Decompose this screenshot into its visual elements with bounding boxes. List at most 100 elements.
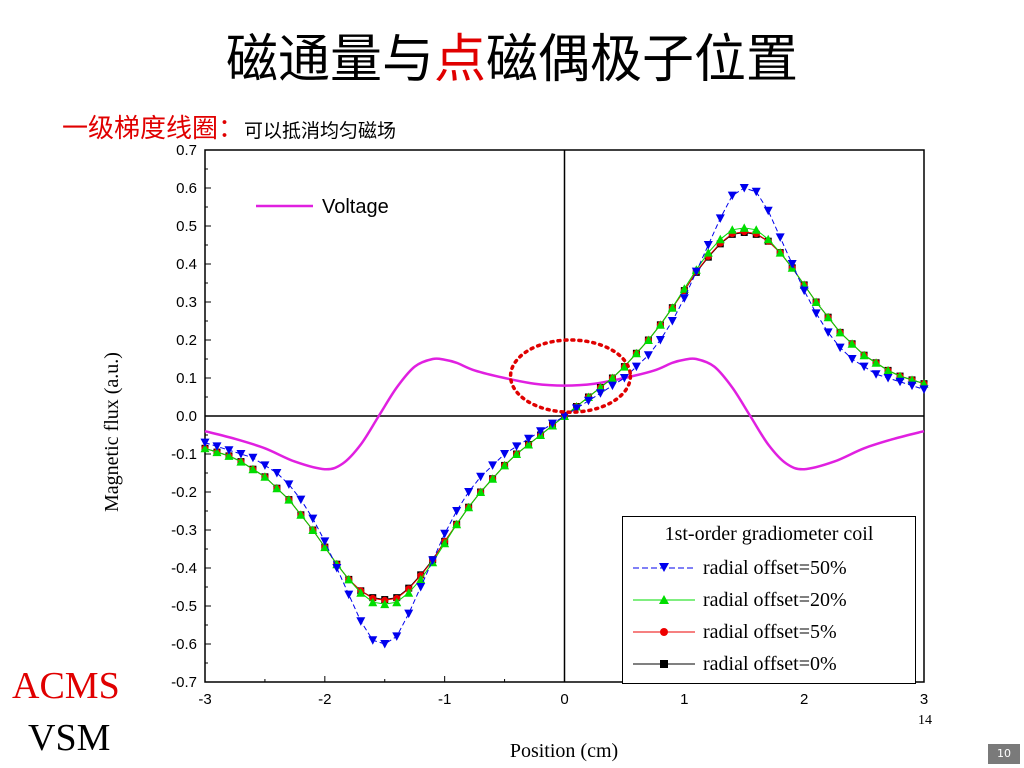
data-point-offset-50 [380,640,390,649]
data-point-offset-50 [823,328,833,337]
y-tick-label: -0.4 [171,560,197,577]
y-tick-label: 0.4 [176,256,197,273]
data-point-offset-50 [248,453,258,463]
data-point-offset-50 [440,529,450,539]
data-point-offset-50 [452,507,462,516]
data-point-offset-50 [847,355,857,364]
data-point-offset-50 [392,632,402,641]
flux-series [200,184,929,649]
x-tick-label: -1 [438,691,451,708]
title-part1: 磁通量与 [225,30,434,90]
data-point-offset-50 [224,446,234,455]
data-point-offset-50 [308,514,318,524]
y-tick-label: -0.3 [171,522,197,539]
data-point-offset-20 [212,447,222,457]
data-point-offset-20 [380,599,390,609]
data-point-offset-20 [512,449,522,458]
x-tick-label: -2 [318,691,331,708]
data-point-offset-50 [595,389,605,398]
data-point-offset-20 [667,303,677,312]
data-point-offset-50 [356,617,366,626]
legend-swatch-offset-5 [633,628,695,636]
legend-label-offset-50: radial offset=50% [703,557,847,579]
data-point-offset-50 [727,191,737,201]
x-tick-label: 3 [920,691,928,708]
title-part2: 磁偶极子位置 [486,30,799,90]
data-point-offset-50 [332,564,342,573]
data-point-offset-50 [200,438,210,448]
data-point-offset-50 [416,583,426,592]
data-point-offset-20 [715,234,725,244]
slide-number: 10 [988,744,1020,764]
data-point-offset-20 [811,297,821,306]
data-point-offset-50 [212,442,222,451]
data-point-offset-50 [344,590,354,600]
data-point-offset-20 [308,525,318,534]
data-point-offset-50 [919,385,929,394]
data-point-offset-50 [763,206,773,216]
data-point-offset-20 [368,597,378,607]
data-point-offset-50 [907,381,917,391]
data-point-offset-50 [679,294,689,303]
y-tick-label: 0.6 [176,180,197,197]
data-point-offset-20 [200,443,210,453]
x-axis-label: Position (cm) [510,740,618,762]
y-tick-label: 0.0 [176,408,197,425]
slide-title: 磁通量与点磁偶极子位置 [0,28,1024,92]
data-point-offset-20 [751,225,761,234]
data-point-offset-20 [260,472,270,481]
data-point-offset-50 [667,317,677,326]
data-point-offset-50 [428,556,438,565]
x-tick-label: -3 [198,691,211,708]
data-point-offset-50 [464,488,474,497]
legend-swatch-offset-0 [633,660,695,668]
data-point-offset-50 [488,461,498,470]
data-point-offset-20 [859,350,869,360]
subtitle-note: 可以抵消均匀磁场 [244,120,397,142]
y-tick-label: -0.1 [171,446,197,463]
data-point-offset-50 [751,187,761,197]
axis-labels: Position (cm) Magnetic flux (a.u.) 14 [101,352,932,762]
data-point-offset-20 [739,223,749,232]
voltage-legend: Voltage [256,196,389,218]
data-point-offset-50 [368,636,378,645]
data-point-offset-50 [320,537,330,546]
subtitle: 一级梯度线圈：可以抵消均匀磁场 [62,108,396,145]
data-point-offset-50 [284,480,294,489]
data-point-offset-50 [631,362,641,372]
data-point-offset-50 [787,260,797,269]
data-point-offset-20 [871,358,881,367]
data-point-offset-50 [560,412,569,421]
data-point-offset-50 [895,377,905,387]
y-tick-label: 0.2 [176,332,197,349]
subtitle-lead: 一级梯度线圈： [62,114,245,144]
y-tick-label: 0.7 [176,142,197,159]
data-point-offset-20 [823,312,833,322]
data-point-offset-20 [248,464,258,474]
legend-swatch-offset-50 [633,563,695,572]
legend-label-offset-5: radial offset=5% [703,621,837,643]
data-point-offset-50 [859,362,869,372]
y-axis-label: Magnetic flux (a.u.) [101,352,123,512]
legend-label-offset-20: radial offset=20% [703,589,847,611]
x-tick-label: 2 [800,691,808,708]
data-point-offset-50 [571,404,581,413]
data-point-offset-20 [727,225,737,234]
data-point-offset-20 [488,474,498,483]
data-point-offset-50 [799,286,809,296]
data-point-offset-20 [320,542,330,552]
y-tick-label: -0.7 [171,674,197,691]
x-tick-label: 0 [560,691,568,708]
data-point-offset-50 [236,450,246,459]
data-point-offset-20 [404,588,414,597]
data-point-offset-50 [500,450,510,459]
data-point-offset-20 [440,538,450,548]
y-tick-label: 0.1 [176,370,197,387]
data-point-offset-20 [775,248,785,257]
data-point-offset-20 [356,588,366,597]
data-point-offset-20 [763,234,773,244]
vsm-label: VSM [28,717,111,759]
voltage-legend-label: Voltage [322,196,389,218]
data-point-offset-50 [619,374,629,383]
data-point-offset-20 [224,451,234,460]
